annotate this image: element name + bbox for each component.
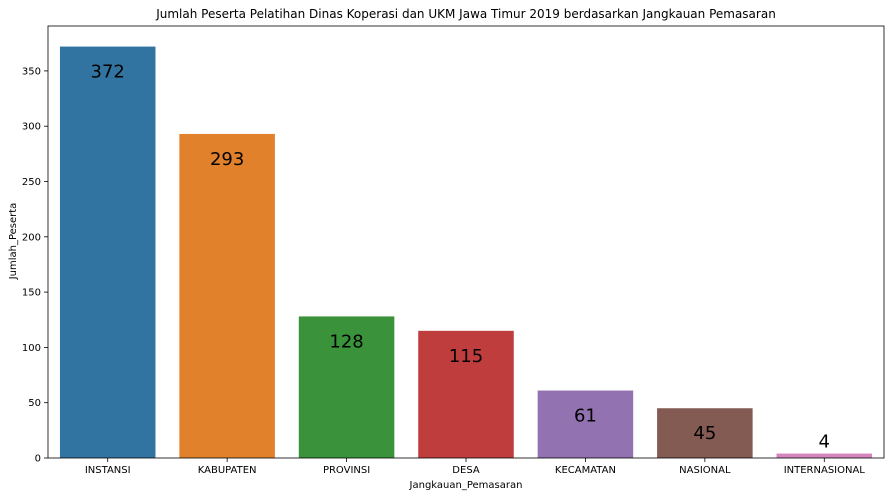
x-tick-label-provinsi: PROVINSI (323, 465, 370, 476)
plot-frame (47, 25, 885, 459)
y-tick-label-100: 100 (22, 343, 41, 354)
x-tick-label-desa: DESA (452, 465, 480, 476)
y-tick-label-200: 200 (22, 232, 41, 243)
data-label-kecamatan: 61 (574, 406, 597, 427)
bar-kabupaten (179, 133, 275, 458)
data-label-instansi: 372 (91, 62, 125, 83)
bars-layer: 372 293 128 115 61 45 4 (59, 46, 873, 458)
bar-kecamatan (537, 390, 634, 458)
y-tick-label-0: 0 (35, 454, 41, 465)
bar-desa (418, 330, 514, 458)
y-axis-label: Jumlah_Peserta (8, 203, 19, 281)
x-axis-label: Jangkauan_Pemasaran (409, 480, 523, 491)
data-label-internasional: 4 (819, 432, 830, 453)
y-tick-label-350: 350 (22, 66, 41, 77)
y-tick-label-300: 300 (22, 122, 41, 133)
bar-provinsi (298, 316, 395, 458)
x-tick-label-instansi: INSTANSI (85, 465, 131, 476)
x-tick-label-kabupaten: KABUPATEN (198, 465, 257, 476)
bar-instansi (59, 46, 156, 458)
data-label-kabupaten: 293 (210, 149, 244, 170)
x-tick-label-internasional: INTERNASIONAL (784, 465, 866, 476)
bar-internasional (776, 453, 873, 458)
x-tick-label-nasional: NASIONAL (679, 465, 731, 476)
data-label-provinsi: 128 (329, 331, 363, 352)
axes-layer: INSTANSI KABUPATEN PROVINSI DESA KECAMATAN NA… (22, 25, 885, 476)
y-tick-label-250: 250 (22, 177, 41, 188)
chart-title: Jumlah Peserta Pelatihan Dinas Koperasi … (155, 7, 776, 21)
y-tick-label-150: 150 (22, 288, 41, 299)
data-label-nasional: 45 (693, 423, 716, 444)
bar-nasional (657, 408, 753, 458)
y-tick-label-50: 50 (28, 398, 41, 409)
x-tick-label-kecamatan: KECAMATAN (555, 465, 616, 476)
data-label-desa: 115 (449, 346, 483, 367)
